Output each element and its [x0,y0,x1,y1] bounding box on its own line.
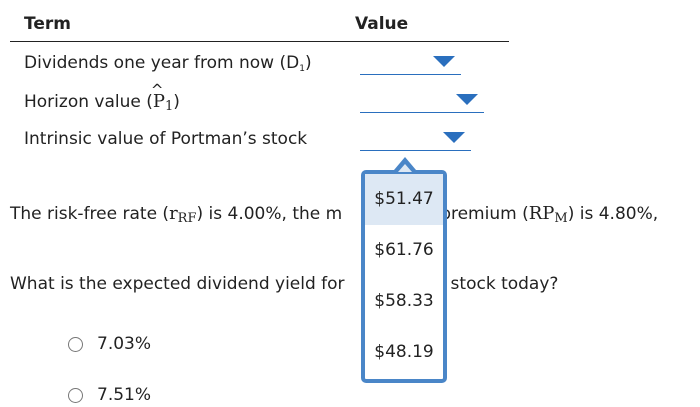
radio-circle-icon[interactable] [68,336,83,352]
option-radio-1[interactable]: 7.03% [68,334,151,354]
caret-down-icon[interactable] [456,94,478,105]
radio-circle-icon[interactable] [68,387,83,403]
horizon-value-dropdown[interactable] [360,86,484,113]
dividends-dropdown[interactable] [360,48,461,75]
header-divider [10,41,509,42]
row-horizon-label: Horizon value (^ P1) [24,81,180,114]
dividend-yield-question: What is the expected dividend yield for s… [10,274,559,294]
caret-down-icon[interactable] [433,56,455,67]
hat-accent: ^ [150,81,164,99]
row-dividends-label: Dividends one year from now (D1) [24,53,312,74]
header-value: Value [355,14,409,34]
option-radio-2[interactable]: 7.51% [68,385,151,405]
dropdown-option[interactable]: $61.76 [374,240,434,260]
dropdown-options-list[interactable]: $51.47 $61.76 $58.33 $48.19 [361,170,447,383]
header-term: Term [24,14,71,34]
risk-free-paragraph: The risk-free rate (rRF) is 4.00%, the m… [10,203,659,226]
popup-pointer-inner [398,164,412,172]
intrinsic-value-dropdown[interactable] [360,124,471,151]
p-hat-symbol: ^ P [150,81,165,112]
dropdown-option[interactable]: $58.33 [374,291,434,311]
row-intrinsic-label: Intrinsic value of Portman’s stock [24,129,308,149]
dropdown-option[interactable]: $51.47 [365,174,443,225]
dropdown-option[interactable]: $48.19 [374,342,434,362]
caret-down-icon[interactable] [443,132,465,143]
